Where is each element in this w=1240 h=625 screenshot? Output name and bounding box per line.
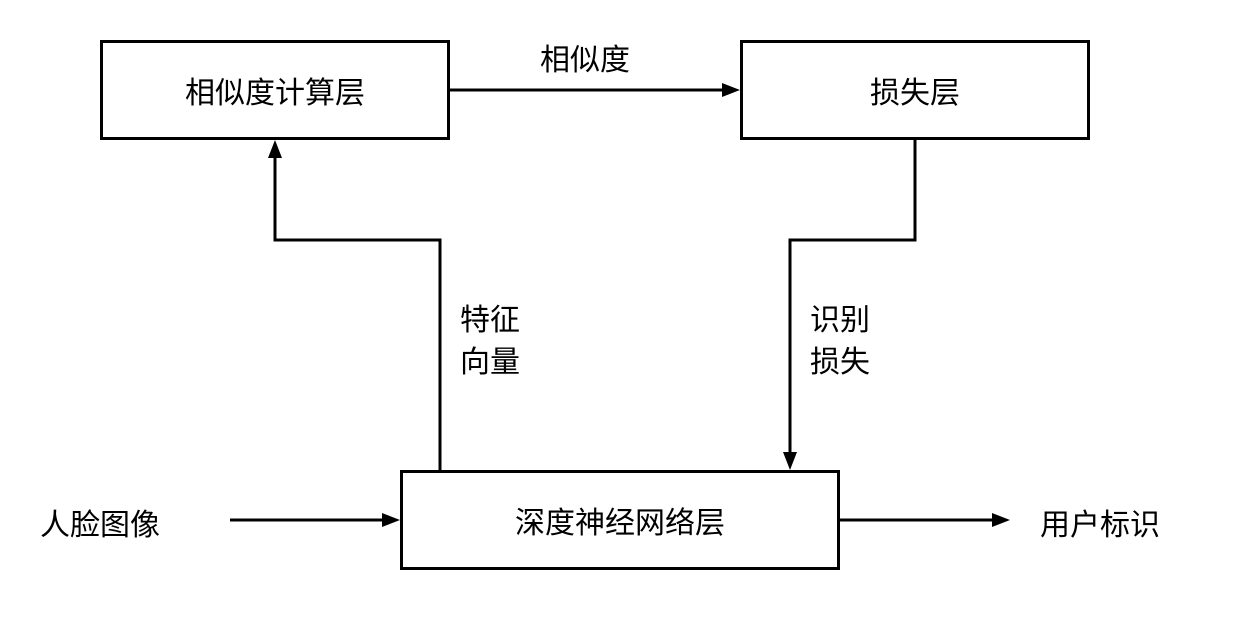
node-similarity-label: 相似度计算层: [185, 68, 365, 112]
node-similarity-layer: 相似度计算层: [100, 40, 450, 140]
node-dnn-label: 深度神经网络层: [515, 498, 725, 542]
edge-label-recognition-loss: 识别 损失: [810, 300, 870, 384]
node-dnn-layer: 深度神经网络层: [400, 470, 840, 570]
edge-label-similarity: 相似度: [540, 35, 630, 79]
edge-label-feature-vector: 特征 向量: [460, 300, 520, 384]
output-label: 用户标识: [1040, 500, 1160, 544]
input-label: 人脸图像: [40, 500, 160, 544]
node-loss-label: 损失层: [870, 68, 960, 112]
diagram-canvas: 相似度计算层 损失层 深度神经网络层 相似度 特征 向量 识别 损失 人脸图像 …: [0, 0, 1240, 625]
node-loss-layer: 损失层: [740, 40, 1090, 140]
